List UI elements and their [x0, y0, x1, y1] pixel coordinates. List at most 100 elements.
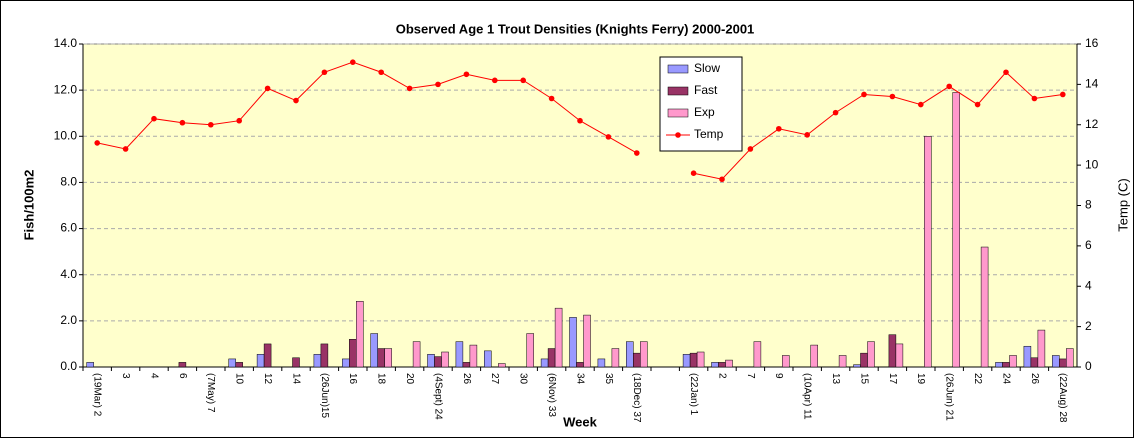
line-marker: [463, 71, 470, 78]
bar: [320, 343, 329, 368]
bar: [540, 358, 549, 368]
y2-tick-label: 10: [1085, 157, 1099, 171]
bar: [384, 348, 392, 368]
bar: [547, 348, 556, 368]
line-marker: [634, 150, 640, 156]
legend-label: Slow: [694, 61, 720, 75]
bar: [1052, 355, 1060, 368]
line-marker: [378, 69, 385, 76]
bar: [867, 341, 875, 368]
x-tick-label: (7May) 7: [205, 373, 216, 413]
bar: [1066, 348, 1074, 368]
bar: [86, 362, 94, 368]
legend-swatch: [667, 64, 689, 74]
x-tick-label: 15: [858, 373, 869, 385]
bar: [526, 333, 534, 368]
line-marker: [236, 117, 242, 124]
legend-label: Fast: [694, 83, 718, 97]
line-marker: [577, 117, 583, 124]
bar: [576, 362, 584, 368]
bar: [689, 352, 698, 368]
line-marker: [747, 146, 754, 152]
x-tick-label: 3: [120, 373, 131, 379]
x-tick-label: 18: [376, 373, 387, 385]
legend-swatch: [667, 108, 689, 118]
line-marker: [605, 134, 612, 140]
x-tick-label: (10Apr) 11: [802, 373, 813, 420]
bar: [228, 358, 236, 368]
y-axis-label: Fish/100m2: [21, 170, 36, 241]
x-tick-label: 26: [461, 373, 472, 385]
bar: [256, 354, 265, 368]
bar: [597, 358, 606, 368]
y2-tick-label: 6: [1085, 238, 1092, 252]
bar: [995, 362, 1003, 368]
y2-tick-label: 4: [1085, 278, 1092, 292]
bar: [498, 363, 506, 368]
bar: [626, 341, 634, 368]
bar: [455, 341, 464, 368]
bar: [1009, 355, 1017, 368]
y-tick-label: 10.0: [54, 128, 78, 142]
bar: [569, 317, 577, 368]
bar: [611, 348, 620, 368]
x-tick-label: 7: [745, 373, 756, 379]
x-tick-label: (18Dec) 37: [631, 373, 642, 423]
y2-tick-label: 0: [1085, 359, 1092, 373]
y2-tick-label: 14: [1085, 77, 1099, 91]
line-marker: [350, 59, 356, 65]
bar: [235, 362, 243, 368]
bar: [725, 359, 733, 368]
bar: [1023, 345, 1032, 368]
bar: [349, 339, 357, 368]
bar: [888, 334, 897, 368]
x-tick-label: (4Sept) 24: [432, 373, 443, 420]
line-marker: [776, 125, 782, 132]
bar: [952, 92, 960, 368]
y-tick-label: 12.0: [54, 82, 78, 96]
bar: [377, 348, 385, 368]
line-marker: [832, 109, 839, 116]
y2-axis-label: Temp (C): [1115, 178, 1130, 231]
y-tick-label: 0.0: [60, 359, 77, 373]
x-tick-label: 22: [972, 373, 983, 385]
y2-tick-label: 2: [1085, 319, 1092, 333]
line-marker: [293, 97, 299, 104]
y-tick-label: 2.0: [60, 313, 77, 327]
legend-marker: [675, 132, 681, 138]
line-marker: [719, 176, 725, 183]
plot-area: [82, 43, 1078, 368]
x-tick-label: (26Jun) 21: [944, 373, 955, 421]
x-tick-label: 24: [1000, 373, 1011, 385]
bar: [810, 344, 818, 368]
x-tick-label: 30: [518, 373, 529, 385]
line-marker: [974, 101, 981, 108]
bar: [554, 307, 563, 368]
line-marker: [151, 115, 157, 122]
x-tick-label: 6: [177, 373, 188, 379]
line-marker: [690, 170, 697, 176]
chart-title: Observed Age 1 Trout Densities (Knights …: [396, 21, 755, 36]
x-tick-label: 26: [1029, 373, 1040, 385]
line-marker: [1060, 91, 1066, 98]
bar: [682, 354, 691, 368]
x-tick-label: (22Aug) 28: [1057, 373, 1068, 423]
bar: [583, 314, 591, 368]
y2-tick-label: 12: [1085, 117, 1099, 131]
bar: [313, 354, 322, 368]
bar: [1002, 362, 1010, 368]
bar: [263, 343, 272, 368]
line-marker: [208, 121, 214, 128]
bar: [924, 136, 932, 368]
bar: [484, 350, 492, 368]
line-marker: [492, 77, 498, 84]
y-tick-label: 4.0: [60, 267, 77, 281]
bar: [1030, 357, 1039, 368]
line-marker: [94, 140, 100, 146]
legend-label: Temp: [694, 127, 724, 141]
line-marker: [548, 95, 555, 102]
y-tick-label: 14.0: [54, 36, 78, 50]
bar: [711, 362, 719, 368]
x-tick-label: (19Mar) 2: [92, 373, 103, 417]
bar: [412, 341, 421, 368]
